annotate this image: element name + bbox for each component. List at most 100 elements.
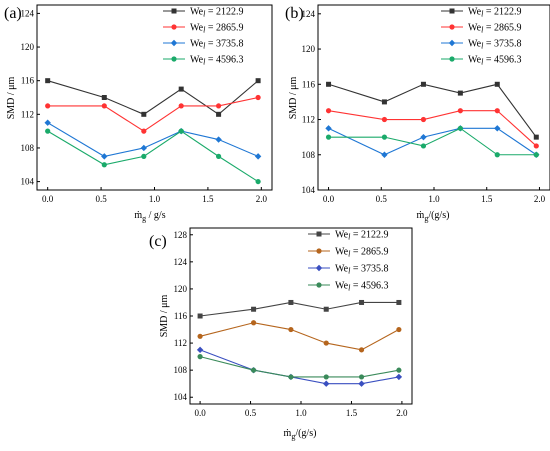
data-point — [140, 144, 148, 152]
data-point — [381, 99, 387, 105]
data-point — [494, 152, 500, 158]
legend-label: Wel = 2122.9 — [190, 7, 243, 19]
legend-marker — [170, 39, 178, 47]
data-point — [395, 373, 403, 381]
y-tick-label: 104 — [174, 392, 188, 402]
data-point — [358, 347, 365, 353]
data-point — [381, 151, 388, 158]
data-point — [45, 128, 51, 134]
y-tick-label: 120 — [302, 44, 316, 54]
x-tick-label: 1.5 — [202, 194, 214, 204]
x-tick-label: 1.5 — [346, 408, 358, 418]
legend-label: Wel = 4596.3 — [190, 55, 243, 67]
data-point — [325, 134, 332, 140]
data-point — [141, 153, 147, 159]
data-point — [101, 153, 108, 160]
data-point — [178, 128, 184, 134]
data-point — [254, 153, 262, 160]
data-point — [251, 306, 257, 312]
data-point — [358, 380, 365, 387]
series-line-4 — [199, 356, 399, 378]
data-point — [533, 152, 539, 158]
y-tick-label: 108 — [174, 365, 188, 375]
series-line-1 — [328, 83, 537, 138]
data-point — [381, 116, 388, 123]
x-tick-label: 1.0 — [149, 194, 161, 204]
legend-marker — [449, 8, 455, 14]
data-point — [255, 178, 261, 185]
y-tick-label: 112 — [174, 338, 187, 348]
legend-marker — [171, 8, 177, 14]
data-point — [101, 103, 107, 109]
data-point — [381, 134, 388, 140]
legend-marker — [315, 264, 323, 272]
data-point — [533, 134, 539, 140]
series-line-4 — [47, 130, 259, 183]
x-tick-label: 2.0 — [534, 194, 546, 204]
legend-marker — [316, 231, 322, 237]
series-line-1 — [47, 80, 259, 116]
data-point — [326, 81, 332, 87]
data-point — [288, 374, 294, 380]
data-point — [250, 320, 257, 326]
x-tick-label: 0.0 — [42, 194, 54, 204]
data-point — [420, 143, 427, 149]
y-tick-label: 120 — [174, 284, 188, 294]
data-point — [197, 333, 203, 339]
data-point — [396, 299, 402, 305]
x-tick-label: 0.0 — [194, 408, 206, 418]
legend-marker — [449, 24, 455, 30]
data-point — [457, 108, 463, 114]
legend-label: Wel = 2865.9 — [468, 23, 521, 35]
data-point — [494, 108, 500, 114]
data-point — [178, 86, 184, 92]
legend-label: Wel = 3735.8 — [335, 264, 388, 276]
x-tick-label: 2.0 — [396, 408, 408, 418]
y-tick-label: 124 — [21, 8, 35, 18]
y-tick-label: 116 — [21, 76, 35, 86]
y-tick-label: 104 — [21, 177, 35, 187]
chart-panel-2: 104 108 112 116 120 124 0.0 0.5 1.0 1.5 2.0 ṁg/(g/s… — [285, 4, 550, 223]
x-tick-label: 2.0 — [256, 194, 268, 204]
panel-label: (b) — [285, 5, 304, 22]
legend-label: Wel = 2122.9 — [468, 7, 521, 19]
data-point — [255, 78, 261, 84]
data-point — [325, 108, 332, 114]
data-point — [101, 95, 107, 100]
series-line-3 — [328, 127, 537, 156]
data-point — [215, 103, 222, 109]
data-point — [178, 103, 184, 109]
series-line-3 — [199, 349, 399, 385]
data-point — [323, 306, 329, 312]
x-tick-label: 1.5 — [481, 194, 493, 204]
data-point — [323, 380, 330, 387]
series-line-2 — [199, 322, 400, 351]
y-axis-label: SMD / μm — [159, 294, 170, 337]
legend-marker — [171, 24, 177, 30]
series-line-2 — [328, 110, 537, 147]
y-tick-label: 128 — [174, 230, 188, 240]
y-axis-label: SMD / μm — [6, 76, 17, 119]
y-tick-label: 124 — [302, 9, 316, 19]
data-point — [396, 326, 402, 333]
panel-label: (c) — [149, 233, 167, 250]
data-point — [197, 313, 203, 319]
x-tick-label: 0.5 — [376, 194, 388, 204]
series-line-3 — [47, 122, 259, 157]
y-tick-label: 108 — [21, 143, 35, 153]
data-point — [45, 78, 51, 84]
x-tick-label: 0.0 — [323, 194, 335, 204]
data-point — [45, 103, 51, 109]
x-axis-label: ṁg/(g/s) — [417, 210, 450, 223]
data-point — [215, 153, 222, 159]
series-line-1 — [200, 301, 399, 317]
data-point — [44, 119, 51, 126]
x-tick-label: 0.5 — [95, 194, 107, 204]
panel-label: (a) — [4, 5, 22, 22]
data-point — [288, 326, 294, 333]
chart-panel-1: 104 108 112 116 120 124 0.0 0.5 1.0 1.5 2.0 ṁg / g/… — [4, 4, 273, 223]
y-axis-label: SMD / μm — [288, 76, 299, 119]
data-point — [101, 162, 107, 168]
legend-label: Wel = 2122.9 — [335, 230, 388, 242]
legend-marker — [316, 282, 322, 288]
